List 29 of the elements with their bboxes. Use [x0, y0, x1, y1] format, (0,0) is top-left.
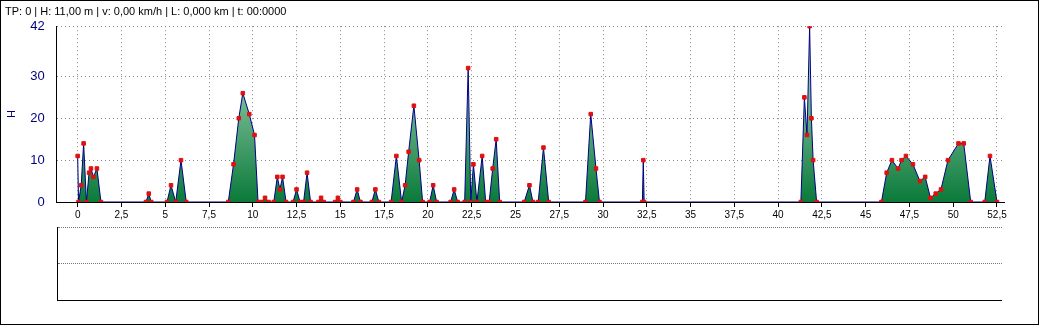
x-tick-label: 15 — [334, 208, 347, 220]
x-tick-label: 2,5 — [114, 208, 129, 220]
x-tick-label: 45 — [860, 208, 872, 220]
x-tick-label: 47,5 — [899, 208, 920, 220]
x-tick-label: 37,5 — [724, 208, 745, 220]
x-tick-label: 20 — [422, 208, 434, 220]
x-tick-label: 22,5 — [461, 208, 482, 220]
x-tick-label: 10 — [247, 208, 259, 220]
y-tick-label: 20 — [30, 109, 45, 125]
y-axis-title: H — [4, 110, 17, 119]
x-tick-label: 40 — [772, 208, 785, 220]
x-tick-label: 12,5 — [286, 208, 307, 220]
y-tick-label: 30 — [30, 68, 45, 84]
y-tick-label: 10 — [30, 151, 45, 167]
x-tick-label: 42,5 — [812, 208, 833, 220]
x-tick-label: 25 — [509, 208, 522, 220]
x-tick-label: 32,5 — [637, 208, 657, 220]
x-tick-label: 27,5 — [549, 208, 570, 220]
x-tick-label: 35 — [684, 208, 697, 220]
x-tick-label: 7,5 — [202, 208, 217, 220]
x-tick-label: 30 — [597, 208, 609, 220]
x-tick-label: 5 — [162, 208, 169, 220]
x-tick-label: 17,5 — [374, 208, 395, 220]
chart-title: TP: 0 | H: 11,00 m | v: 0,00 km/h | L: 0,000 km | t: 00:0000 — [5, 4, 287, 17]
y-tick-label: 42 — [30, 17, 45, 33]
x-tick-label: 0 — [74, 208, 81, 220]
x-tick-label: 50 — [947, 208, 960, 220]
y-tick-label: 0 — [37, 193, 45, 209]
x-tick-label: 52,5 — [987, 208, 1008, 220]
